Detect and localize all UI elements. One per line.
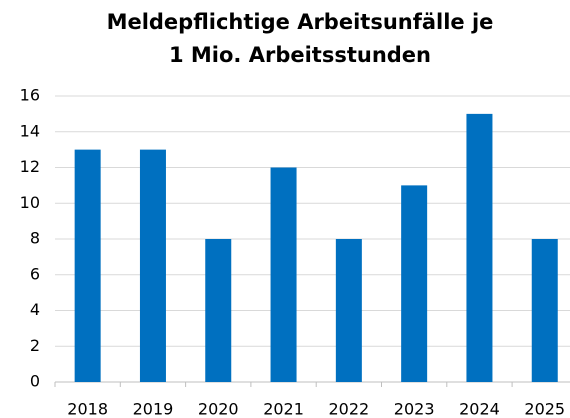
y-tick-label: 16: [20, 86, 40, 105]
y-tick-label: 6: [30, 264, 40, 283]
x-tick-label: 2019: [133, 400, 174, 418]
y-tick-label: 14: [20, 121, 40, 140]
x-tick-label: 2024: [459, 400, 500, 418]
y-tick-label: 4: [30, 300, 40, 319]
y-tick-label: 10: [20, 193, 40, 212]
bar: [74, 149, 101, 382]
bar: [270, 167, 297, 382]
chart-title: Meldepflichtige Arbeitsunfälle je 1 Mio.…: [106, 10, 494, 67]
bar: [335, 239, 362, 382]
bar: [205, 239, 232, 382]
x-tick-label: 2023: [394, 400, 435, 418]
bar: [401, 185, 428, 382]
x-tick-label: 2020: [198, 400, 239, 418]
bar: [531, 239, 558, 382]
bar: [466, 113, 493, 382]
bar: [139, 149, 166, 382]
x-tick-label: 2018: [67, 400, 108, 418]
y-tick-label: 8: [30, 229, 40, 248]
x-tick-label: 2021: [263, 400, 304, 418]
y-tick-label: 0: [30, 372, 40, 391]
x-tick-label: 2022: [328, 400, 369, 418]
y-tick-label: 12: [20, 157, 40, 176]
x-tick-label: 2025: [524, 400, 565, 418]
y-tick-label: 2: [30, 336, 40, 355]
